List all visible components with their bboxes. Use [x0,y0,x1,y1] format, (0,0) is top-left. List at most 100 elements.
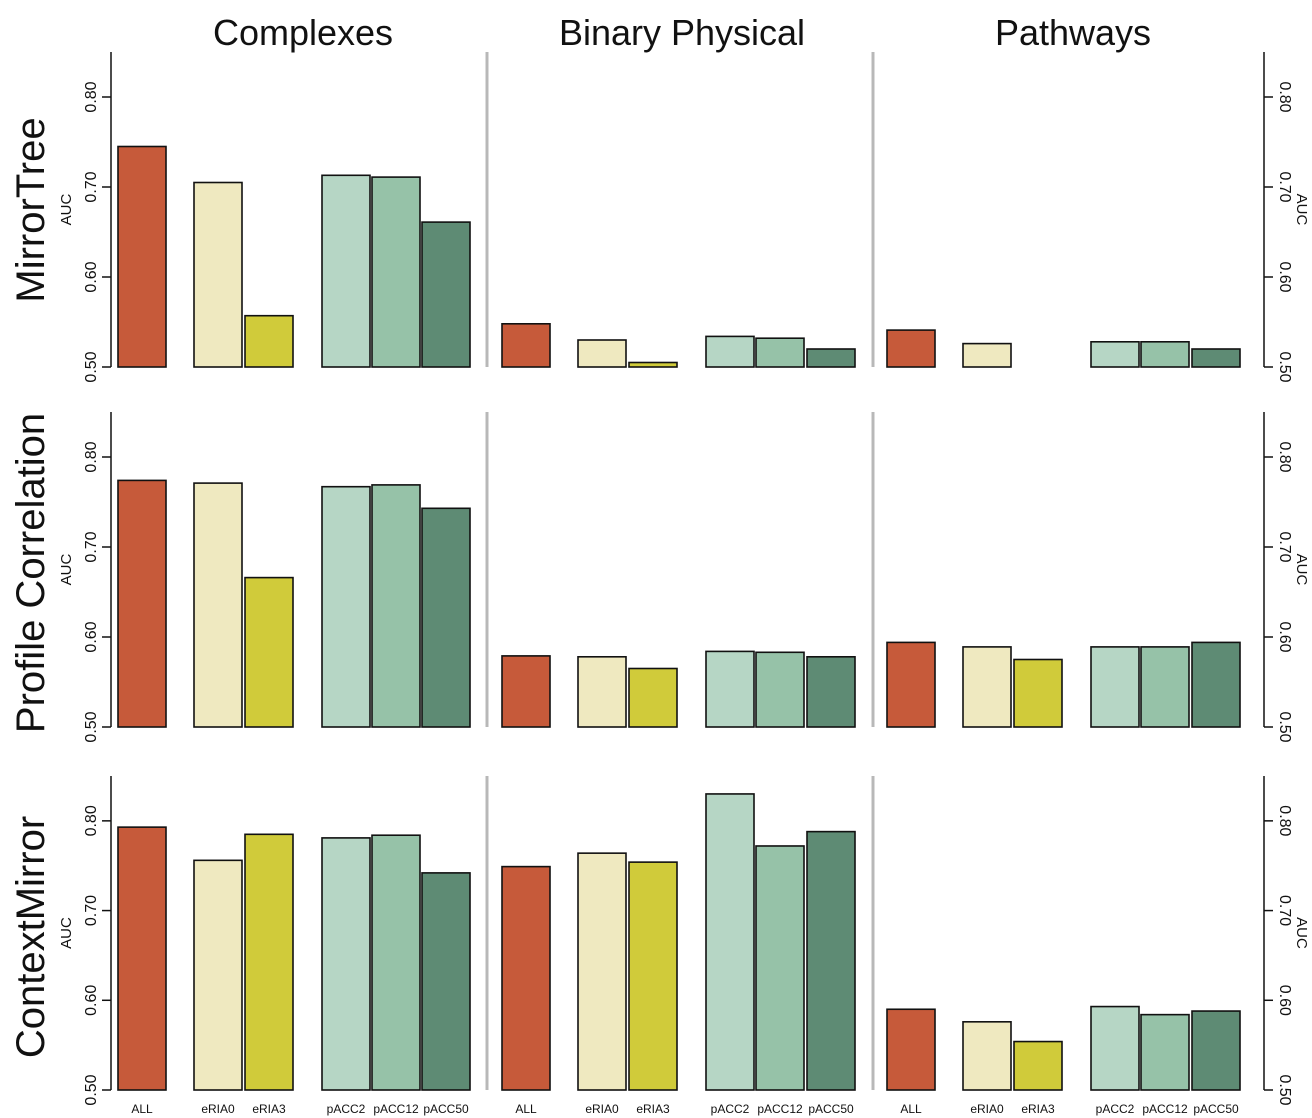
y-tick-label-right: 0.80 [1276,81,1293,112]
y-axis-label: AUC [58,917,75,949]
bar-pacc2 [321,837,371,1091]
bar-all [501,865,551,1091]
row-title-profile-correlation: Profile Correlation [9,413,53,733]
bar-pacc50 [806,830,856,1091]
column-title-complexes: Complexes [213,12,393,53]
bar-all [117,145,167,368]
panel-contextmirror-complexes: ALL eRIA0 eRIA3 pACC2 pACC12 pACC50 0.50 0.60 0.… [58,776,471,1116]
y-tick-label-right: 0.50 [1276,351,1293,382]
category-label-eria3: eRIA3 [636,1102,670,1116]
bar-pacc2 [1090,646,1140,728]
bar-pacc12 [1140,1013,1190,1091]
bar-pacc50 [1191,641,1241,728]
y-axis-label-right: AUC [1293,194,1310,226]
bar-pacc50 [421,872,471,1091]
category-label-all: ALL [515,1102,537,1116]
bar-all [501,655,551,728]
y-tick-label-right: 0.80 [1276,441,1293,472]
category-label-pacc12: pACC12 [373,1102,419,1116]
bar-pacc12 [371,484,421,728]
y-tick-label: 0.80 [83,81,100,112]
panels: 0.500.600.700.80AUC0.500.600.700.80AUC0.… [58,52,1310,1116]
bar-eria3 [244,833,294,1091]
bar-pacc12 [371,176,421,368]
y-axis-label: AUC [58,553,75,585]
column-separators [485,52,875,1090]
bar-eria0 [577,852,627,1091]
bar-pacc50 [1191,1010,1241,1091]
y-tick-label: 0.50 [83,1074,100,1105]
bar-eria3 [244,314,294,368]
y-tick-label-right: 0.70 [1276,895,1293,926]
y-axis-label: AUC [58,193,75,225]
bar-pacc50 [806,348,856,368]
category-label-pacc2: pACC2 [327,1102,366,1116]
y-tick-label-right: 0.60 [1276,261,1293,292]
category-label-pacc12: pACC12 [1142,1102,1188,1116]
category-label-pacc50: pACC50 [808,1102,854,1116]
bar-all [886,1008,936,1091]
category-label-eria3: eRIA3 [1021,1102,1055,1116]
bar-pacc2 [705,335,755,368]
bar-eria3 [1013,658,1063,728]
bar-pacc2 [705,650,755,728]
category-label-eria3: eRIA3 [252,1102,286,1116]
category-label-pacc50: pACC50 [1193,1102,1239,1116]
y-tick-label: 0.70 [83,531,100,562]
bar-pacc50 [421,221,471,368]
bar-pacc2 [1090,340,1140,368]
bar-eria0 [962,1021,1012,1091]
row-title-mirrortree: MirrorTree [9,117,53,302]
bar-eria3 [1013,1040,1063,1091]
panel-mirrortree-binary-physical [501,322,856,368]
panel-contextmirror-binary-physical: ALL eRIA0 eRIA3 pACC2 pACC12 pACC50 [501,793,856,1116]
y-tick-label-right: 0.80 [1276,805,1293,836]
bar-pacc2 [705,793,755,1091]
y-tick-label: 0.60 [83,621,100,652]
bar-all [886,641,936,728]
bar-all [117,479,167,728]
panel-profile-correlation-binary-physical [501,650,856,728]
y-tick-label: 0.60 [83,985,100,1016]
panel-profile-correlation-complexes: 0.50 0.60 0.70 0.80 AUC [58,412,471,743]
column-title-pathways: Pathways [995,12,1151,53]
bar-eria0 [193,482,243,728]
category-label-all: ALL [900,1102,922,1116]
y-tick-label-right: 0.60 [1276,621,1293,652]
bar-eria0 [193,181,243,368]
bar-pacc12 [371,834,421,1091]
bar-pacc2 [321,174,371,368]
panel-mirrortree-pathways: 0.50 0.60 0.70 0.80 AUC [886,52,1310,383]
bar-eria0 [193,859,243,1091]
y-tick-label: 0.70 [83,171,100,202]
y-axis-label-right: AUC [1293,917,1310,949]
y-tick-label: 0.50 [83,711,100,742]
category-label-eria0: eRIA0 [970,1102,1004,1116]
bar-pacc12 [755,337,805,368]
y-tick-label-right: 0.60 [1276,985,1293,1016]
bar-eria3 [244,576,294,728]
panel-mirrortree-complexes: 0.50 0.60 0.70 0.80 AUC [58,52,471,383]
category-label-pacc50: pACC50 [423,1102,469,1116]
bar-pacc12 [1140,646,1190,728]
category-label-pacc12: pACC12 [757,1102,803,1116]
category-label-all: ALL [131,1102,153,1116]
bar-all [501,322,551,368]
category-label-pacc2: pACC2 [711,1102,750,1116]
panel-profile-correlation-pathways: 0.50 0.60 0.70 0.80 AUC [886,412,1310,743]
bar-all [117,826,167,1091]
y-tick-label: 0.80 [83,441,100,472]
panel-contextmirror-pathways: ALL eRIA0 eRIA3 pACC2 pACC12 pACC50 0.50 0.60 0.… [886,776,1310,1116]
bar-pacc12 [755,651,805,728]
y-axis-label-right: AUC [1293,554,1310,586]
bar-eria3 [628,667,678,728]
y-tick-label-right: 0.50 [1276,711,1293,742]
y-tick-label: 0.50 [83,351,100,382]
bar-eria0 [962,646,1012,728]
y-tick-label-right: 0.50 [1276,1074,1293,1105]
y-tick-label: 0.80 [83,805,100,836]
bar-eria3 [628,861,678,1091]
y-tick-label: 0.60 [83,261,100,292]
bar-pacc12 [755,845,805,1091]
